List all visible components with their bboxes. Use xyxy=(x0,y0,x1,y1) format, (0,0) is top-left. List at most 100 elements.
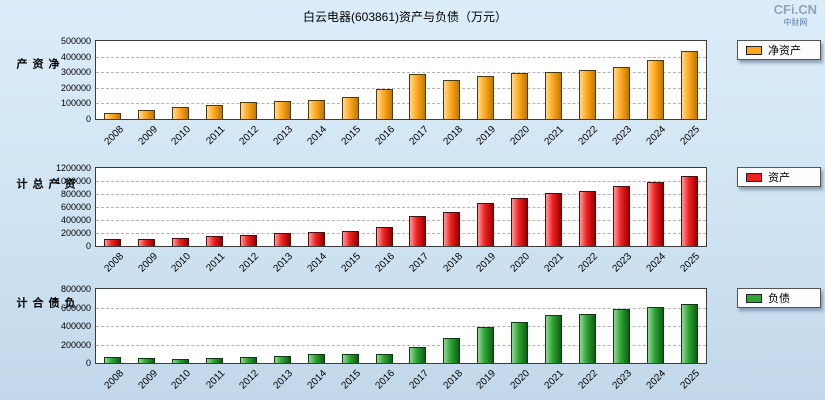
y-tick-label: 200000 xyxy=(60,228,91,238)
legend: 资产 xyxy=(737,167,821,187)
x-tick-label: 2011 xyxy=(204,124,228,147)
y-tick-label: 800000 xyxy=(60,189,91,199)
y-tick-label: 1200000 xyxy=(55,163,91,173)
x-tick-label: 2023 xyxy=(610,368,635,392)
bar-liabilities-2020 xyxy=(511,322,529,363)
x-tick-label: 2019 xyxy=(474,124,499,148)
x-tick-label: 2021 xyxy=(542,124,567,148)
x-tick-label: 2009 xyxy=(136,124,160,148)
x-tick-label: 2020 xyxy=(508,368,533,392)
bar-net-assets-2016 xyxy=(375,89,393,119)
plot-area: 0 200000 400000 600000 800000 xyxy=(61,284,707,368)
y-tick-label: 400000 xyxy=(60,52,91,62)
bar-net-assets-2009 xyxy=(138,110,156,119)
bar-liabilities-2024 xyxy=(646,307,664,363)
bar-net-assets-2011 xyxy=(206,105,224,119)
y-tick-label: 300000 xyxy=(60,67,91,77)
bar-total-assets-2019 xyxy=(477,203,495,246)
y-tick-label: 500000 xyxy=(60,36,91,46)
gridline xyxy=(96,72,706,73)
gridline xyxy=(96,194,706,195)
y-tick-label: 400000 xyxy=(60,321,91,331)
legend-swatch xyxy=(746,45,762,55)
x-tick-label: 2021 xyxy=(542,368,567,392)
bar-liabilities-2021 xyxy=(545,315,562,363)
y-tick-label: 200000 xyxy=(60,83,91,93)
bar-liabilities-2009 xyxy=(138,358,156,363)
gridline xyxy=(96,220,706,221)
x-tick-label: 2020 xyxy=(508,124,533,148)
x-tick-label: 2023 xyxy=(610,124,635,148)
x-tick-label: 2018 xyxy=(441,251,465,275)
legend-swatch xyxy=(746,293,762,303)
gridline xyxy=(96,345,706,346)
bar-total-assets-2015 xyxy=(341,231,359,246)
x-tick-label: 2023 xyxy=(610,251,635,275)
bar-total-assets-2025 xyxy=(680,176,698,246)
cfi-watermark: CFi.CN 中财网 xyxy=(774,2,817,27)
bar-net-assets-2017 xyxy=(409,74,427,119)
x-tick-label: 2015 xyxy=(339,368,363,392)
x-tick-label: 2022 xyxy=(576,368,601,392)
bar-total-assets-2016 xyxy=(375,227,393,246)
x-tick-label: 2022 xyxy=(576,251,601,275)
x-tick-label: 2018 xyxy=(441,368,465,392)
x-axis-labels: 2008 2009 2010 2011 2012 2013 2014 2015 2016 2017… xyxy=(96,124,708,156)
legend: 负债 xyxy=(737,288,821,308)
bar-total-assets-2008 xyxy=(104,239,122,246)
y-tick-label: 0 xyxy=(85,241,91,251)
x-tick-label: 2015 xyxy=(339,124,363,148)
y-tick-label: 800000 xyxy=(60,284,91,294)
gridline xyxy=(96,88,706,89)
bar-total-assets-2023 xyxy=(612,186,630,246)
x-tick-label: 2013 xyxy=(271,251,296,275)
bar-total-assets-2017 xyxy=(409,216,427,246)
x-tick-label: 2013 xyxy=(271,368,296,392)
bar-total-assets-2018 xyxy=(443,212,461,246)
bar-liabilities-2015 xyxy=(341,354,359,363)
bar-liabilities-2022 xyxy=(578,314,596,363)
bar-liabilities-2025 xyxy=(680,304,698,363)
bar-total-assets-2012 xyxy=(240,235,257,246)
gridline xyxy=(96,57,706,58)
bar-net-assets-2024 xyxy=(646,60,664,119)
legend-label: 负债 xyxy=(768,293,790,305)
bar-liabilities-2018 xyxy=(443,338,461,363)
x-tick-label: 2022 xyxy=(576,124,601,148)
x-tick-label: 2021 xyxy=(542,251,567,275)
bar-net-assets-2020 xyxy=(511,73,529,119)
legend-label: 资产 xyxy=(768,172,790,184)
bar-liabilities-2016 xyxy=(375,354,393,363)
y-axis-title: 净资产 xyxy=(15,58,59,70)
x-tick-label: 2025 xyxy=(678,251,702,275)
x-tick-label: 2012 xyxy=(237,124,262,148)
bar-net-assets-2008 xyxy=(104,113,122,119)
bar-total-assets-2014 xyxy=(307,232,325,246)
x-tick-label: 2009 xyxy=(136,368,160,392)
x-axis-labels: 2008 2009 2010 2011 2012 2013 2014 2015 2016 2017… xyxy=(96,251,708,283)
x-tick-label: 2012 xyxy=(237,251,262,275)
y-tick-label: 200000 xyxy=(60,340,91,350)
x-tick-label: 2017 xyxy=(407,124,431,148)
x-tick-label: 2017 xyxy=(407,368,431,392)
y-tick-label: 600000 xyxy=(60,303,91,313)
x-tick-label: 2024 xyxy=(644,124,668,148)
bar-total-assets-2021 xyxy=(545,193,562,246)
bar-net-assets-2021 xyxy=(545,72,562,119)
plot-area: 0 200000 400000 600000 800000 1000000 1200000 xyxy=(56,163,707,251)
bar-total-assets-2022 xyxy=(578,191,596,246)
x-tick-label: 2024 xyxy=(644,368,668,392)
bar-total-assets-2010 xyxy=(172,238,190,246)
x-axis-labels: 2008 2009 2010 2011 2012 2013 2014 2015 2016 2017… xyxy=(96,368,708,400)
x-tick-label: 2019 xyxy=(474,251,499,275)
bar-net-assets-2013 xyxy=(273,101,291,119)
bar-liabilities-2012 xyxy=(240,357,257,363)
legend-swatch xyxy=(746,172,762,182)
y-tick-label: 0 xyxy=(85,358,91,368)
bar-net-assets-2018 xyxy=(443,80,461,119)
gridline xyxy=(96,326,706,327)
x-tick-label: 2019 xyxy=(474,368,499,392)
x-tick-label: 2025 xyxy=(678,124,702,148)
y-tick-label: 0 xyxy=(85,114,91,124)
